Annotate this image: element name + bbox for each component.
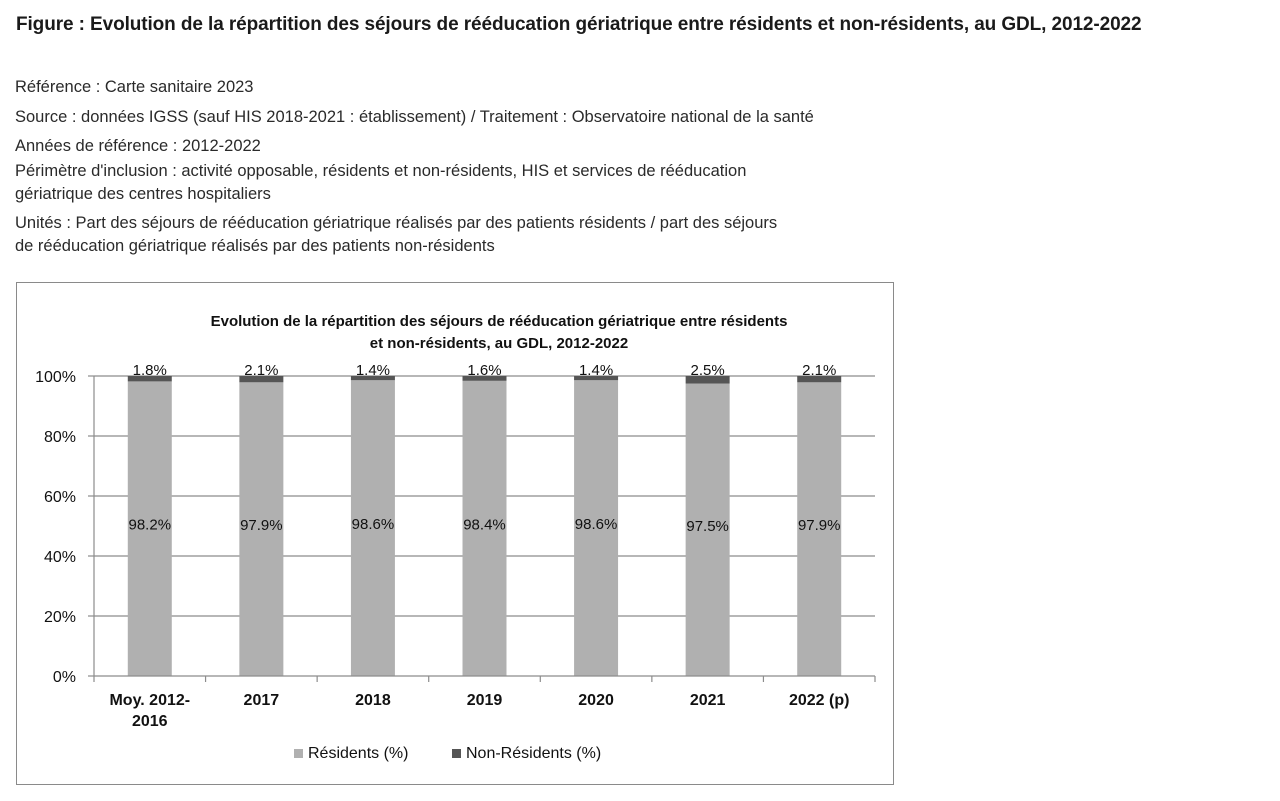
chart-title-line-1: Evolution de la répartition des séjours … <box>211 313 788 330</box>
bar-residents <box>239 382 284 676</box>
x-tick-label: 2020 <box>578 692 614 709</box>
y-tick-label: 20% <box>44 609 76 626</box>
data-label-residents: 98.6% <box>352 516 395 533</box>
legend-swatch <box>452 749 461 758</box>
data-label-non-residents: 1.4% <box>579 362 613 379</box>
x-tick-label: 2017 <box>244 692 280 709</box>
x-tick-label: 2016 <box>132 713 168 730</box>
bar-residents <box>797 382 842 676</box>
data-label-residents: 97.9% <box>240 517 283 534</box>
x-tick-label: 2019 <box>467 692 503 709</box>
bar-residents <box>462 380 507 676</box>
legend-label: Résidents (%) <box>308 745 408 762</box>
bar-non-residents <box>239 376 284 383</box>
bar-non-residents <box>350 376 395 381</box>
data-label-non-residents: 2.1% <box>802 362 836 379</box>
chart-container: Evolution de la répartition des séjours … <box>16 282 894 785</box>
data-labels: 98.2% 1.8% 97.9% 2.1% 98.6% 1.4% 98.4% 1.6% 98.6… <box>129 362 841 535</box>
y-tick-label: 100% <box>35 369 76 386</box>
bar-non-residents <box>685 376 730 384</box>
bars <box>127 376 842 676</box>
bar-non-residents <box>797 376 842 383</box>
chart-svg: Evolution de la répartition des séjours … <box>35 313 876 762</box>
unites-line-2: de rééducation gériatrique réalisés par … <box>15 237 495 255</box>
perimetre-line-2: gériatrique des centres hospitaliers <box>15 185 271 203</box>
y-tick-label: 80% <box>44 429 76 446</box>
x-tick-label: Moy. 2012- <box>109 692 190 709</box>
bar-non-residents <box>127 376 172 382</box>
y-tick-label: 0% <box>53 669 76 686</box>
legend-swatch <box>294 749 303 758</box>
source-line: Source : données IGSS (sauf HIS 2018-202… <box>15 108 814 126</box>
bar-non-residents <box>574 376 619 381</box>
annees-line: Années de référence : 2012-2022 <box>15 137 261 155</box>
data-label-residents: 97.9% <box>798 517 841 534</box>
data-label-residents: 97.5% <box>686 518 729 535</box>
bar-non-residents <box>462 376 507 381</box>
unites-line-1: Unités : Part des séjours de rééducation… <box>15 214 778 232</box>
x-tick-label: 2018 <box>355 692 391 709</box>
legend-label: Non-Résidents (%) <box>466 745 601 762</box>
data-label-residents: 98.4% <box>463 516 506 533</box>
bar-residents <box>574 380 619 676</box>
bar-residents <box>127 381 172 676</box>
legend: Résidents (%) Non-Résidents (%) <box>294 745 601 762</box>
x-tick-label: 2022 (p) <box>789 692 849 709</box>
data-label-non-residents: 1.8% <box>133 362 167 379</box>
perimetre-line-1: Périmètre d'inclusion : activité opposab… <box>15 162 747 180</box>
bar-residents <box>350 380 395 676</box>
figure-title: Figure : Evolution de la répartition des… <box>16 14 1142 35</box>
data-label-non-residents: 1.4% <box>356 362 390 379</box>
data-label-residents: 98.6% <box>575 516 618 533</box>
data-label-non-residents: 1.6% <box>467 362 501 379</box>
axes: 0% 20% 40% 60% 80% 100% Moy. 2012- 2016 2017 2018… <box>35 369 876 730</box>
data-label-non-residents: 2.5% <box>691 362 725 379</box>
reference-line: Référence : Carte sanitaire 2023 <box>15 78 254 96</box>
data-label-non-residents: 2.1% <box>244 362 278 379</box>
bar-residents <box>685 383 730 676</box>
chart-title-line-2: et non-résidents, au GDL, 2012-2022 <box>370 335 628 352</box>
y-tick-label: 60% <box>44 489 76 506</box>
data-label-residents: 98.2% <box>129 517 172 534</box>
y-tick-label: 40% <box>44 549 76 566</box>
x-tick-label: 2021 <box>690 692 726 709</box>
